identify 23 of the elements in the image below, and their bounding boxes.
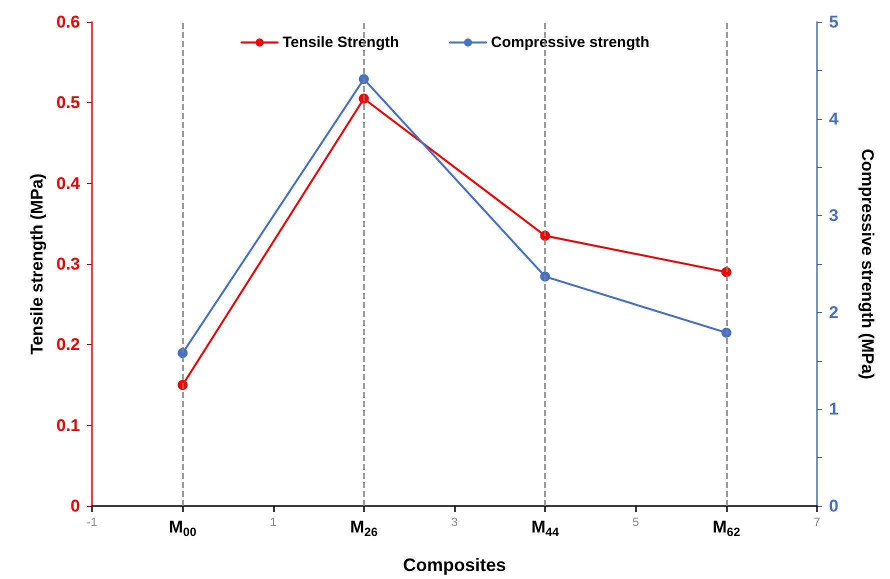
x-axis-title: Composites <box>402 555 506 575</box>
y2-tick-label: 5 <box>829 12 838 32</box>
x-tick-label: -1 <box>86 515 98 529</box>
y2-tick-label: 1 <box>829 400 838 419</box>
y2-axis-title: Compressive strength (MPa) <box>858 148 877 380</box>
y-tick-label: 0.6 <box>56 12 80 32</box>
y-tick-label: 0.2 <box>56 335 80 354</box>
y2-tick-label: 2 <box>829 302 838 322</box>
y-axis-title: Tensile strength (MPa) <box>27 173 46 355</box>
y2-tick-label: 0 <box>829 496 838 516</box>
y2-tick-label: 4 <box>829 109 839 128</box>
x-tick-label: 7 <box>814 515 821 529</box>
y-tick-label: 0 <box>70 496 80 516</box>
x-tick-label: 1 <box>270 515 277 529</box>
x-tick-label: 3 <box>451 515 458 529</box>
y-tick-label: 0.1 <box>56 416 80 435</box>
legend-label: Tensile Strength <box>282 34 400 51</box>
y-tick-label: 0.5 <box>56 93 80 112</box>
legend-label: Compressive strength <box>491 34 650 51</box>
x-tick-label: 5 <box>632 515 640 529</box>
y-tick-label: 0.3 <box>56 254 80 274</box>
y2-tick-label: 3 <box>829 206 838 226</box>
y-tick-label: 0.4 <box>56 174 81 193</box>
